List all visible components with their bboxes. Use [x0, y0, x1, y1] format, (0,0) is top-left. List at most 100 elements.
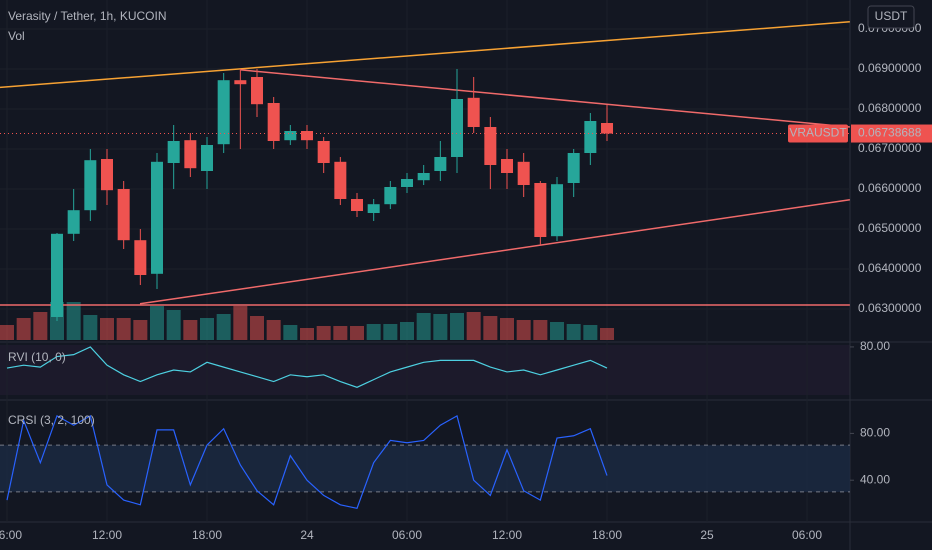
price-label: 0.06738688 — [858, 126, 922, 140]
candle-body — [367, 204, 380, 213]
x-tick-label: 18:00 — [192, 528, 222, 542]
volume-bar — [133, 320, 148, 340]
volume-bar — [183, 320, 198, 340]
volume-bar — [250, 316, 265, 340]
indicator-line — [6, 346, 608, 388]
volume-bar — [516, 320, 531, 340]
indicator-line — [6, 414, 608, 509]
candle-body — [317, 141, 330, 163]
y-tick-label: 80.00 — [860, 426, 890, 440]
volume-bar — [16, 318, 31, 340]
candle-body — [334, 161, 347, 199]
volume-bar — [83, 315, 98, 340]
candle-body — [167, 141, 180, 163]
candle-body — [234, 80, 247, 85]
candle-body — [484, 127, 497, 165]
volume-bar — [433, 314, 448, 340]
volume-bar — [200, 318, 215, 340]
candle-body — [451, 99, 464, 157]
volume-bar — [383, 324, 398, 340]
price-tag — [851, 124, 932, 143]
volume-bar — [116, 318, 131, 340]
y-tick-label: 0.06300000 — [858, 301, 922, 315]
candle-body — [217, 80, 230, 145]
y-tick-label: 0.06800000 — [858, 101, 922, 115]
candle-body — [101, 159, 114, 191]
candle-body — [584, 121, 597, 153]
volume-bar — [300, 328, 315, 340]
candle-body — [534, 183, 547, 237]
candle-body — [84, 160, 97, 211]
candle-body — [501, 159, 514, 173]
candle-body — [117, 189, 130, 241]
volume-bar — [150, 306, 165, 340]
volume-bar — [316, 326, 331, 340]
volume-bar — [0, 325, 14, 340]
candle-body — [267, 103, 280, 141]
y-tick-label: 0.06500000 — [858, 221, 922, 235]
rvi-pane — [0, 345, 850, 395]
y-tick-label: 0.06400000 — [858, 261, 922, 275]
volume-bar — [450, 313, 465, 340]
x-tick-label: 25 — [700, 528, 714, 542]
currency-label: USDT — [875, 9, 908, 23]
symbol-label: VRAUSDT — [789, 126, 847, 140]
x-tick-label: 24 — [300, 528, 314, 542]
x-tick-label: 06:00 — [392, 528, 422, 542]
volume-bar — [566, 324, 581, 340]
x-tick-label: 06:00 — [0, 528, 22, 542]
volume-bar — [100, 318, 115, 340]
volume-bar — [400, 322, 415, 340]
y-tick-label: 0.06700000 — [858, 141, 922, 155]
y-tick-label: 0.06900000 — [858, 61, 922, 75]
volume-bar — [466, 312, 481, 340]
candle-body — [467, 97, 480, 127]
volume-bar — [283, 325, 298, 340]
candle-body — [567, 153, 580, 183]
volume-bar — [600, 328, 615, 340]
volume-bar — [500, 318, 515, 340]
candle-body — [134, 240, 147, 275]
volume-label: Vol — [8, 29, 25, 43]
volume-bar — [66, 302, 81, 340]
candle-body — [384, 187, 397, 205]
y-tick-label: 40.00 — [860, 472, 890, 486]
trendline — [0, 21, 850, 89]
trendline — [139, 199, 850, 305]
volume-bar — [533, 320, 548, 340]
volume-bar — [583, 325, 598, 340]
candle-body — [551, 184, 564, 237]
crsi-label: CRSI (3, 2, 100) — [8, 413, 95, 427]
candle-body — [201, 145, 214, 171]
volume-bar — [233, 306, 248, 340]
x-tick-label: 18:00 — [592, 528, 622, 542]
trendline — [239, 69, 850, 128]
chart-title: Verasity / Tether, 1h, KUCOIN — [8, 9, 167, 23]
x-tick-label: 12:00 — [492, 528, 522, 542]
candle-body — [284, 131, 297, 141]
candle-body — [417, 173, 430, 181]
candle-body — [151, 161, 164, 274]
volume-bar — [33, 312, 48, 340]
volume-bar — [416, 313, 431, 340]
y-tick-label: 0.06600000 — [858, 181, 922, 195]
candle-body — [51, 233, 64, 317]
volume-bar — [266, 320, 281, 340]
volume-bar — [166, 310, 181, 340]
symbol-tag — [788, 124, 848, 143]
volume-bar — [216, 314, 231, 340]
rvi-label: RVI (10, 0) — [8, 350, 66, 364]
candle-body — [67, 210, 80, 234]
candle-body — [184, 140, 197, 169]
x-tick-label: 12:00 — [92, 528, 122, 542]
y-tick-label: 80.00 — [860, 339, 890, 353]
candle-body — [251, 77, 264, 105]
candle-body — [601, 123, 614, 134]
volume-bar — [350, 326, 365, 340]
volume-bar — [366, 324, 381, 340]
x-tick-label: 06:00 — [792, 528, 822, 542]
band — [0, 445, 850, 492]
volume-bar — [483, 316, 498, 340]
candle-body — [351, 199, 364, 211]
